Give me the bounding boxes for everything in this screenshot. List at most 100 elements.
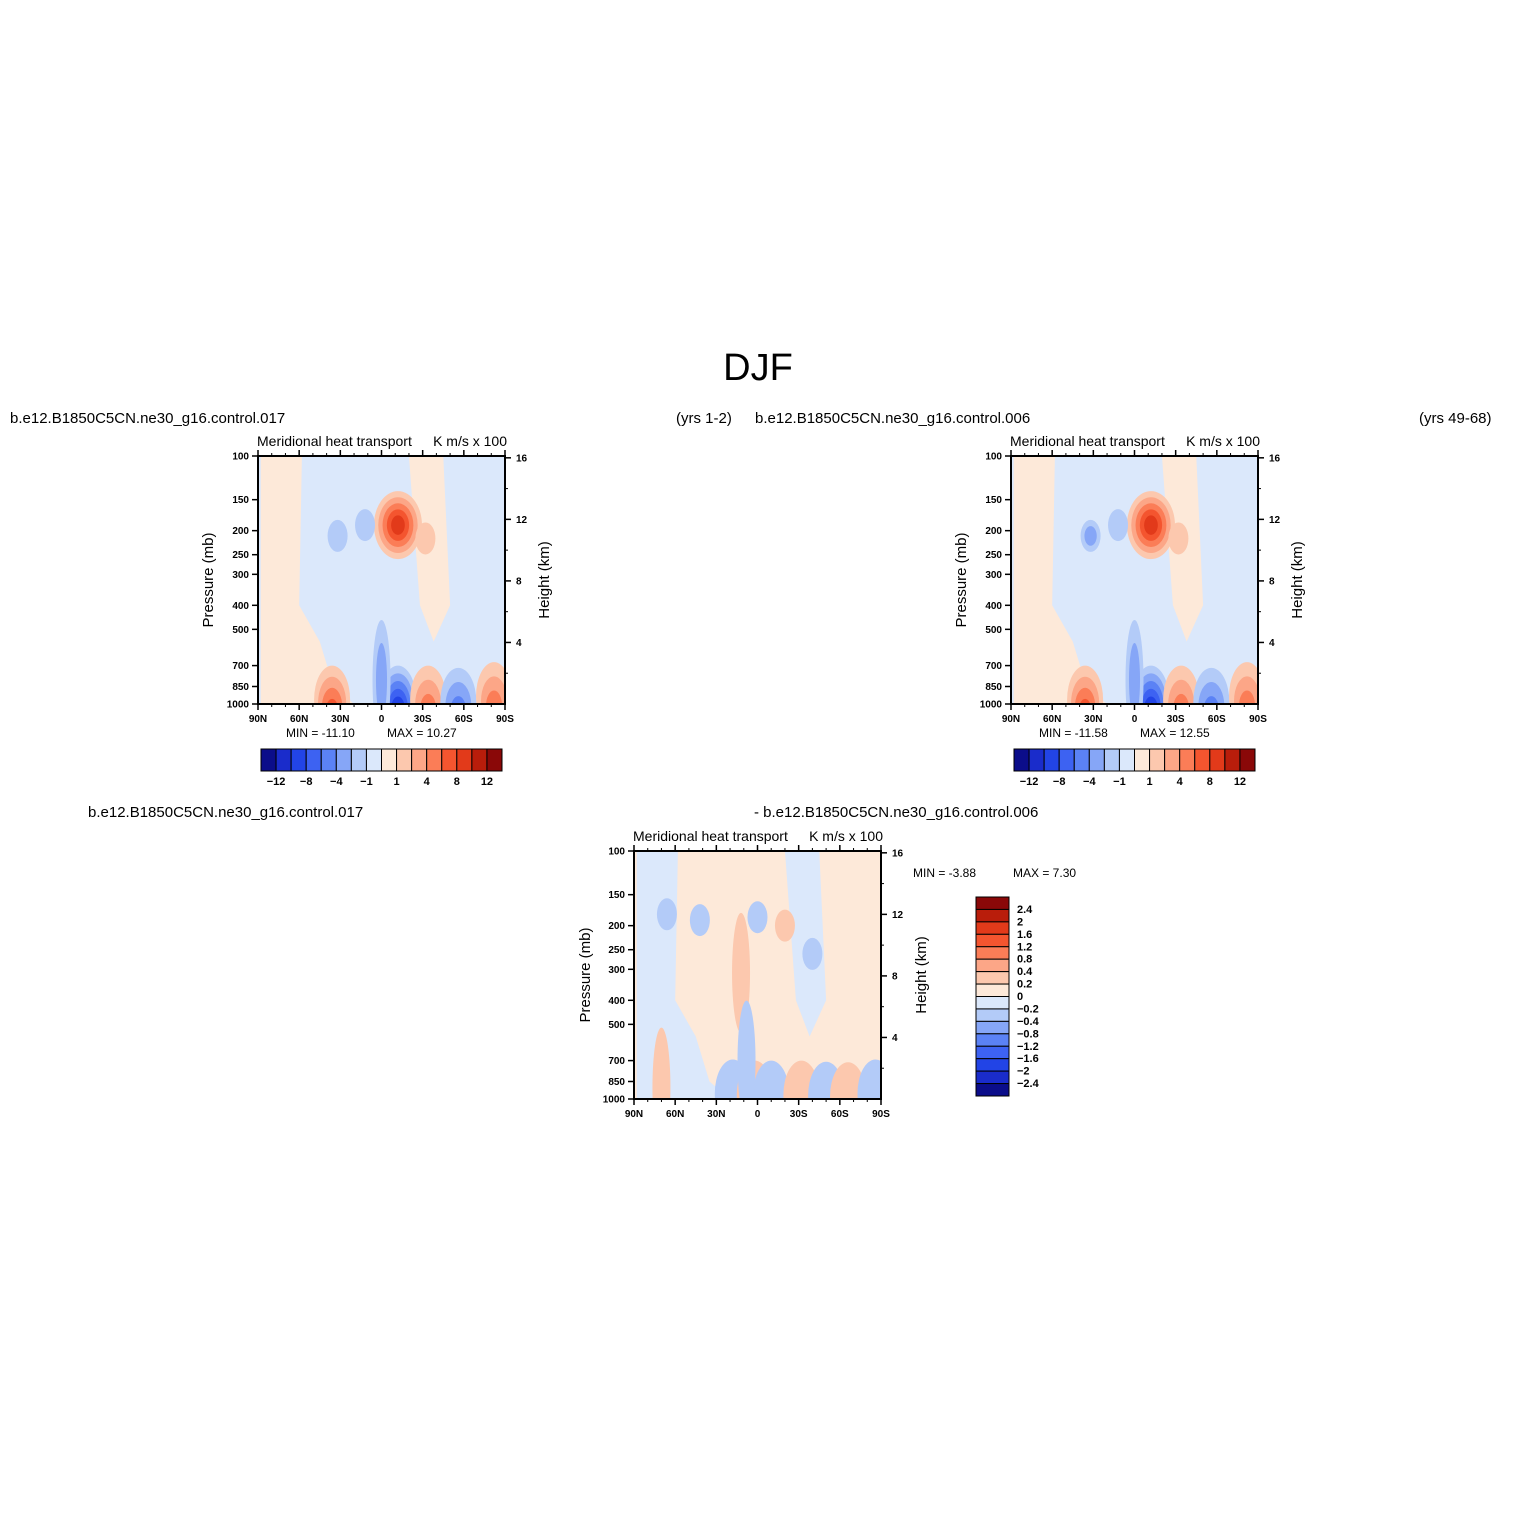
colorbar-label: −12 bbox=[1020, 776, 1039, 788]
panel-difference: b.e12.B1850C5CN.ne30_g16.control.017 - b… bbox=[88, 804, 1076, 1120]
colorbar-swatch bbox=[350, 748, 367, 772]
colorbar-label: 1.6 bbox=[1017, 929, 1032, 941]
colorbar-swatch bbox=[486, 748, 503, 772]
y-right-tick-label: 4 bbox=[516, 638, 522, 649]
colorbar-swatch bbox=[1073, 748, 1090, 772]
y-right-tick-label: 4 bbox=[892, 1033, 898, 1044]
colorbar-swatch bbox=[975, 1045, 1010, 1060]
colorbar-swatch bbox=[456, 748, 473, 772]
contour-feature-9-level-1 bbox=[753, 1060, 790, 1099]
colorbar-label: −1 bbox=[360, 776, 373, 788]
colorbar-swatch bbox=[975, 946, 1010, 960]
contour-feature-2-level-1 bbox=[355, 509, 376, 542]
contour-feature-2-level-1 bbox=[1108, 509, 1129, 542]
panel-years-label: (yrs 49-68) bbox=[1419, 410, 1492, 427]
y-axis-right-label: Height (km) bbox=[913, 936, 930, 1014]
y-tick-label: 850 bbox=[232, 682, 249, 693]
contour-feature-3-level-1 bbox=[689, 904, 710, 937]
colorbar-swatch bbox=[1043, 748, 1060, 772]
colorbar-label: −4 bbox=[330, 776, 343, 788]
heatmap-plot: 90N 60N 30N 0 30S 60S 90S 1000 850 700 500 400 300 25… bbox=[980, 450, 1281, 725]
colorbar-label: 12 bbox=[1234, 776, 1246, 788]
contour-feature-8-level-3 bbox=[451, 696, 466, 704]
colorbar-label: 1 bbox=[1147, 776, 1153, 788]
colorbar-swatch bbox=[1118, 748, 1135, 772]
colorbar-label: 4 bbox=[424, 776, 431, 788]
contour-feature-7-level-3 bbox=[420, 693, 436, 704]
max-label: MAX = 7.30 bbox=[1013, 866, 1076, 880]
colorbar-swatch bbox=[975, 1070, 1010, 1085]
colorbar-swatch bbox=[1149, 748, 1166, 772]
panel-units: K m/s x 100 bbox=[809, 828, 883, 844]
panel-units: K m/s x 100 bbox=[1186, 433, 1260, 449]
y-tick-label: 300 bbox=[608, 965, 625, 976]
colorbar-label: 2.4 bbox=[1017, 904, 1033, 916]
heatmap-plot: 90N 60N 30N 0 30S 60S 90S 1000 850 700 500 400 300 25… bbox=[603, 845, 904, 1120]
colorbar-swatch bbox=[260, 748, 277, 772]
contour-feature-6-level-3 bbox=[322, 687, 343, 704]
y-right-tick-label: 4 bbox=[1269, 638, 1275, 649]
colorbar-label: −1.6 bbox=[1017, 1053, 1039, 1065]
x-tick-label: 30N bbox=[1084, 714, 1102, 725]
colorbar-swatch bbox=[1058, 748, 1075, 772]
x-tick-label: 60S bbox=[831, 1109, 849, 1120]
x-tick-label: 60S bbox=[455, 714, 473, 725]
x-tick-label: 90N bbox=[249, 714, 267, 725]
contour-field bbox=[1011, 456, 1258, 704]
colorbar-swatch bbox=[471, 748, 488, 772]
colorbar-swatch bbox=[1239, 748, 1256, 772]
y-tick-label: 500 bbox=[232, 625, 249, 636]
y-tick-label: 150 bbox=[232, 495, 249, 506]
y-right-tick-label: 12 bbox=[516, 515, 528, 526]
panel-diff-label: - b.e12.B1850C5CN.ne30_g16.control.006 bbox=[754, 804, 1038, 821]
panel-years-label: (yrs 1-2) bbox=[676, 410, 732, 427]
colorbar-swatch bbox=[320, 748, 337, 772]
contour-feature-1-level-1 bbox=[415, 522, 436, 555]
y-tick-label: 850 bbox=[985, 682, 1002, 693]
colorbar-label: 0.2 bbox=[1017, 979, 1032, 991]
y-right-tick-label: 8 bbox=[892, 971, 898, 982]
colorbar-swatch bbox=[975, 896, 1010, 910]
contour-feature-3-level-1 bbox=[327, 519, 348, 552]
colorbar-swatch bbox=[975, 996, 1010, 1010]
colorbar-swatch bbox=[1194, 748, 1211, 772]
contour-feature-2-level-1 bbox=[774, 909, 795, 942]
contour-feature-14-level-1 bbox=[857, 1059, 881, 1099]
contour-feature-6-level-4 bbox=[326, 698, 338, 704]
contour-feature-8-level-2 bbox=[1198, 681, 1225, 704]
y-tick-label: 250 bbox=[232, 550, 249, 561]
colorbar-swatch bbox=[1028, 748, 1045, 772]
colorbar-swatch bbox=[290, 748, 307, 772]
y-tick-label: 100 bbox=[985, 452, 1002, 463]
contour-feature-0-level-5 bbox=[1144, 515, 1158, 535]
colorbar-swatch bbox=[975, 1033, 1010, 1047]
colorbar-label: −2 bbox=[1017, 1066, 1030, 1078]
x-tick-label: 30S bbox=[790, 1109, 808, 1120]
y-axis-label: Pressure (mb) bbox=[953, 532, 970, 627]
colorbar-swatch bbox=[275, 748, 292, 772]
colorbar-swatch bbox=[1088, 748, 1105, 772]
y-tick-label: 150 bbox=[985, 495, 1002, 506]
contour-feature-7-level-2 bbox=[1168, 679, 1195, 704]
y-tick-label: 200 bbox=[232, 526, 249, 537]
colorbar-swatch bbox=[1134, 748, 1151, 772]
y-tick-label: 700 bbox=[985, 661, 1002, 672]
colorbar-swatch bbox=[1209, 748, 1226, 772]
y-right-tick-label: 16 bbox=[1269, 453, 1281, 464]
y-tick-label: 700 bbox=[232, 661, 249, 672]
y-tick-label: 100 bbox=[232, 452, 249, 463]
panel-control-017: b.e12.B1850C5CN.ne30_g16.control.017 (yr… bbox=[10, 410, 732, 788]
y-axis-label: Pressure (mb) bbox=[577, 927, 594, 1022]
y-right-tick-label: 8 bbox=[516, 576, 522, 587]
x-tick-label: 30S bbox=[1167, 714, 1185, 725]
y-axis-right-label: Height (km) bbox=[1289, 541, 1306, 619]
colorbar-label: 2 bbox=[1017, 916, 1023, 928]
contour-feature-3-level-2 bbox=[1084, 526, 1097, 546]
colorbar-swatch bbox=[975, 958, 1010, 973]
y-axis-right-label: Height (km) bbox=[536, 541, 553, 619]
panel-title: Meridional heat transport bbox=[1010, 433, 1165, 449]
panel-title: Meridional heat transport bbox=[257, 433, 412, 449]
y-tick-label: 150 bbox=[608, 890, 625, 901]
y-tick-label: 200 bbox=[985, 526, 1002, 537]
max-label: MAX = 10.27 bbox=[387, 726, 457, 740]
